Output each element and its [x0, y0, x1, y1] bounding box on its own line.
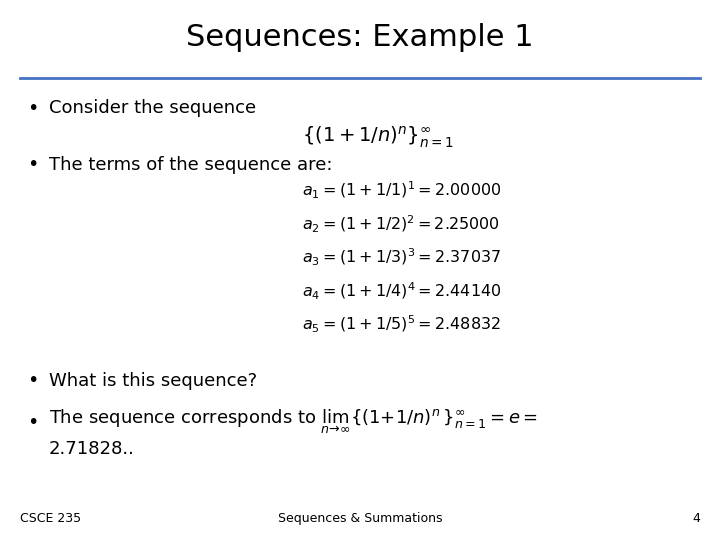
Text: Sequences: Example 1: Sequences: Example 1 — [186, 23, 534, 52]
Text: •: • — [27, 371, 39, 390]
Text: $a_2 = (1 + 1/2)^2 = 2.25000$: $a_2 = (1 + 1/2)^2 = 2.25000$ — [302, 213, 500, 235]
Text: Consider the sequence: Consider the sequence — [49, 99, 256, 117]
Text: Sequences & Summations: Sequences & Summations — [278, 512, 442, 525]
Text: $\{(1 + 1/n)^n\}_{n=1}^{\infty}$: $\{(1 + 1/n)^n\}_{n=1}^{\infty}$ — [302, 125, 454, 151]
Text: The terms of the sequence are:: The terms of the sequence are: — [49, 156, 333, 174]
Text: 2.71828..: 2.71828.. — [49, 440, 135, 458]
Text: CSCE 235: CSCE 235 — [20, 512, 81, 525]
Text: •: • — [27, 413, 39, 432]
Text: $a_4 = (1 + 1/4)^4 = 2.44140$: $a_4 = (1 + 1/4)^4 = 2.44140$ — [302, 280, 502, 302]
Text: $a_3 = (1 + 1/3)^3 = 2.37037$: $a_3 = (1 + 1/3)^3 = 2.37037$ — [302, 247, 502, 268]
Text: •: • — [27, 98, 39, 118]
Text: •: • — [27, 155, 39, 174]
Text: The sequence corresponds to $\lim_{n \rightarrow \infty}\{(1 + 1/n)^n\}_{n=1}^{\: The sequence corresponds to $\lim_{n \ri… — [49, 408, 538, 436]
Text: What is this sequence?: What is this sequence? — [49, 372, 257, 390]
Text: 4: 4 — [692, 512, 700, 525]
Text: $a_5 = (1 + 1/5)^5 = 2.48832$: $a_5 = (1 + 1/5)^5 = 2.48832$ — [302, 314, 501, 335]
Text: $a_1 = (1 + 1/1)^1 = 2.00000$: $a_1 = (1 + 1/1)^1 = 2.00000$ — [302, 180, 502, 201]
